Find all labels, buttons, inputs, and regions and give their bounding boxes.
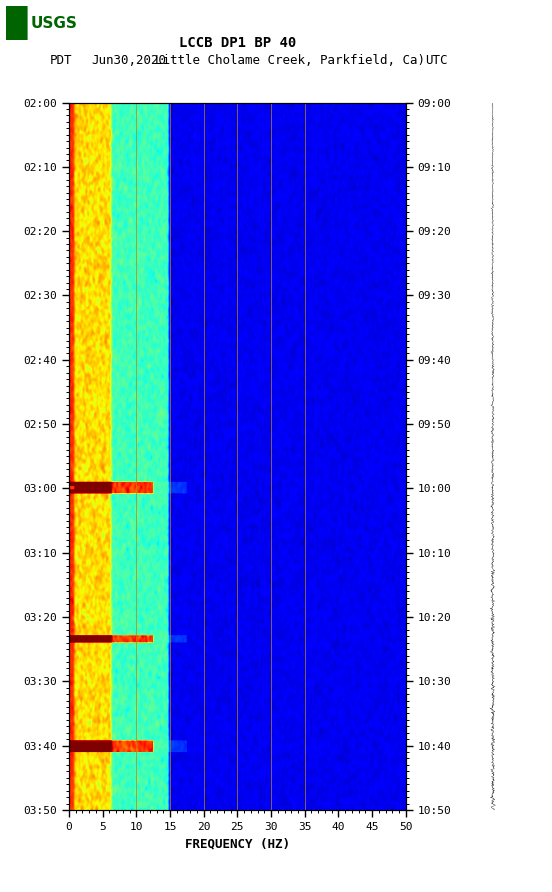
- Text: Jun30,2020: Jun30,2020: [91, 54, 166, 67]
- Text: LCCB DP1 BP 40: LCCB DP1 BP 40: [179, 36, 296, 50]
- Text: PDT: PDT: [50, 54, 72, 67]
- Text: UTC: UTC: [425, 54, 448, 67]
- X-axis label: FREQUENCY (HZ): FREQUENCY (HZ): [185, 838, 290, 850]
- Text: Little Cholame Creek, Parkfield, Ca): Little Cholame Creek, Parkfield, Ca): [155, 54, 424, 67]
- FancyBboxPatch shape: [3, 4, 28, 42]
- Text: USGS: USGS: [30, 16, 77, 30]
